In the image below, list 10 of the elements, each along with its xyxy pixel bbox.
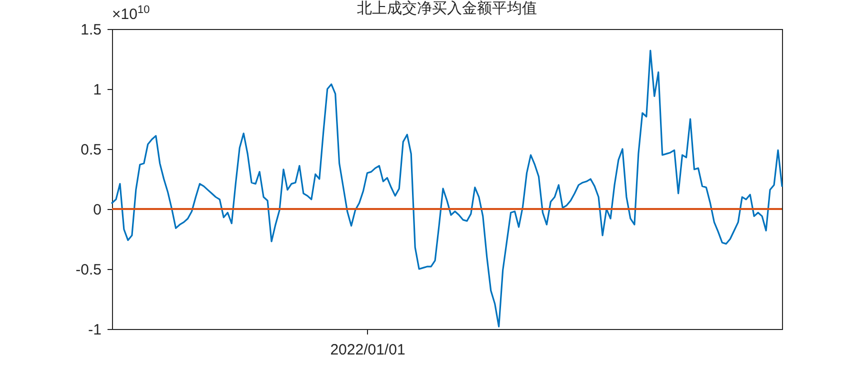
y-tick-label: 0.5 [80, 142, 102, 158]
text: ×10$^{10}$ [112, 4, 150, 23]
y-tick-label: 1 [93, 82, 102, 98]
y-tick-label: 0 [93, 202, 102, 218]
chart-title: 北上成交净买入金额平均值 [357, 0, 537, 17]
y-tick-label: -1 [88, 322, 102, 338]
line-series [111, 50, 783, 328]
y-tick-label: 1.5 [80, 22, 102, 38]
y-tick-label: -0.5 [76, 262, 102, 278]
x-tick-label: 2022/01/01 [330, 342, 406, 358]
